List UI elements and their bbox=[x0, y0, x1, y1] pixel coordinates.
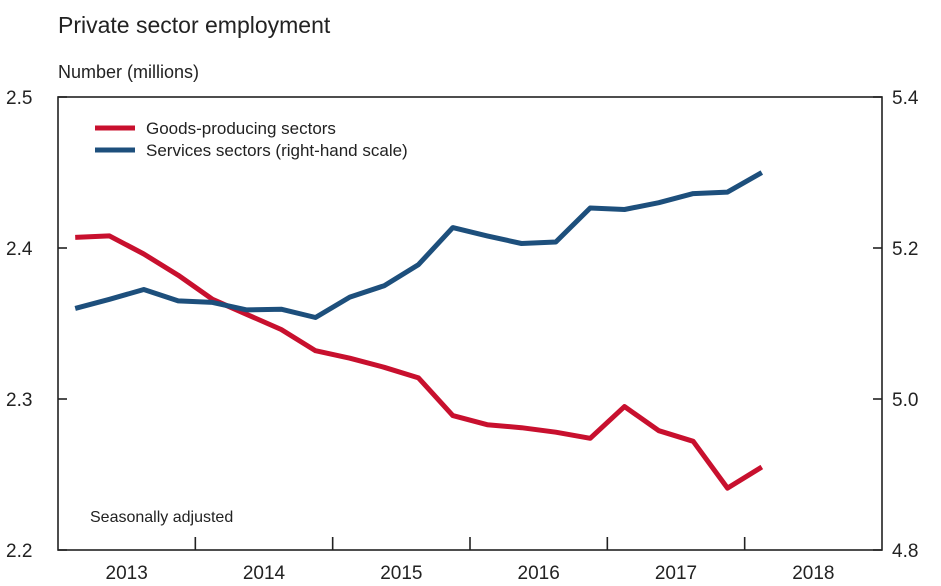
y-left-tick-label: 2.4 bbox=[6, 239, 33, 260]
y-left-tick-label: 2.3 bbox=[6, 390, 32, 411]
x-tick-label: 2017 bbox=[655, 563, 697, 584]
legend-label: Goods-producing sectors bbox=[146, 119, 336, 138]
y-right-tick-label: 5.2 bbox=[892, 239, 918, 260]
x-tick-label: 2018 bbox=[792, 563, 834, 584]
y-left-tick-label: 2.5 bbox=[6, 88, 32, 109]
y-axis-label: Number (millions) bbox=[58, 62, 200, 82]
y-left-tick-label: 2.2 bbox=[6, 541, 32, 562]
x-tick-label: 2014 bbox=[243, 563, 286, 584]
chart-title: Private sector employment bbox=[58, 12, 331, 38]
series-line-services bbox=[74, 170, 764, 320]
x-tick-label: 2013 bbox=[106, 563, 148, 584]
x-tick-label: 2015 bbox=[380, 563, 422, 584]
plot-frame bbox=[57, 96, 883, 551]
x-tick-label: 2016 bbox=[518, 563, 560, 584]
series-line-goods-producing bbox=[75, 233, 764, 491]
legend-label: Services sectors (right-hand scale) bbox=[146, 141, 408, 160]
y-right-tick-label: 5.4 bbox=[892, 88, 919, 109]
y-right-tick-label: 5.0 bbox=[892, 390, 918, 411]
y-right-tick-label: 4.8 bbox=[892, 541, 918, 562]
seasonally-adjusted-note: Seasonally adjusted bbox=[90, 509, 233, 526]
